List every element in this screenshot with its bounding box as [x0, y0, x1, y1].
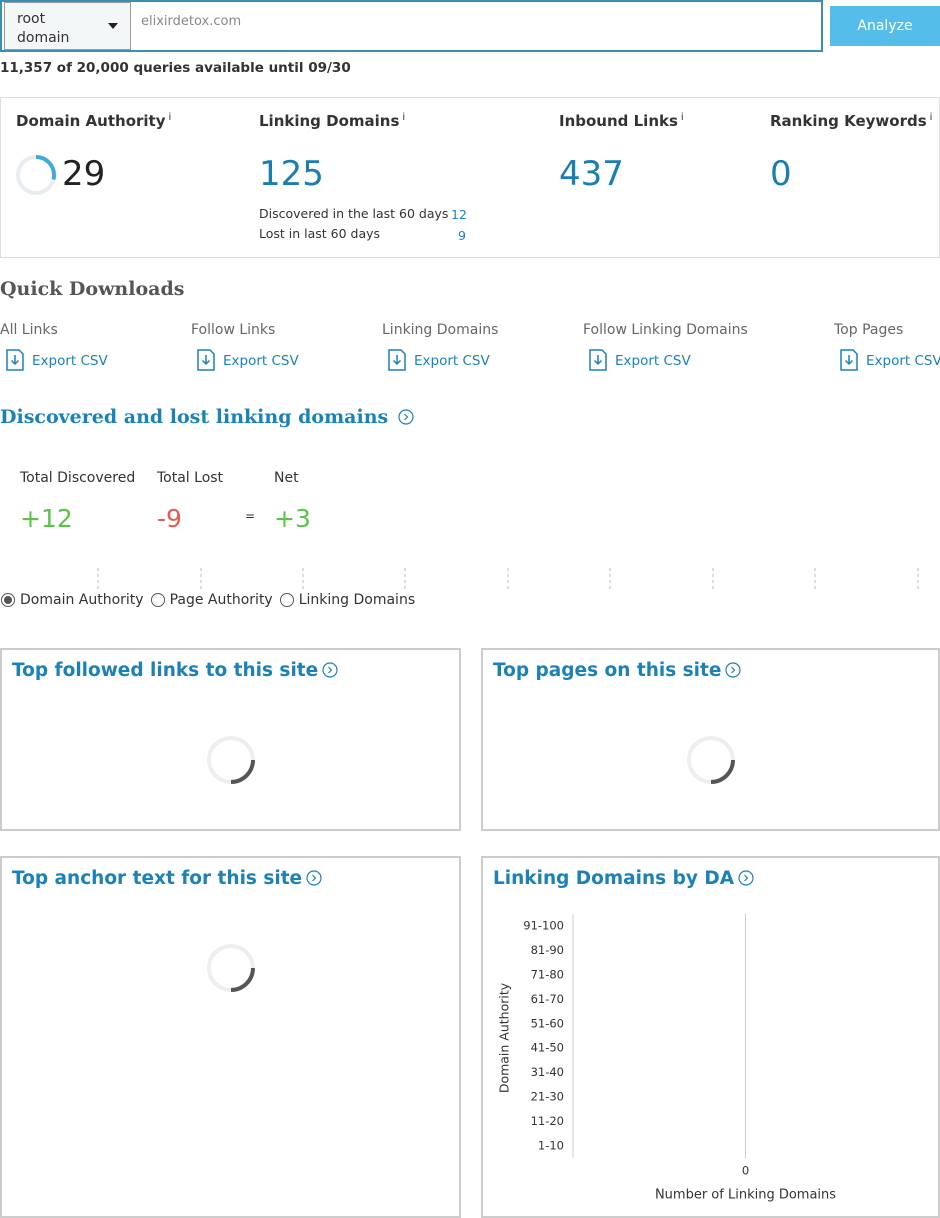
download-icon — [840, 349, 858, 371]
timeline-axis — [97, 568, 919, 590]
info-icon[interactable]: i — [402, 112, 406, 123]
label-text: Linking Domains — [259, 112, 400, 130]
title-text: Linking Domains by DA — [493, 868, 735, 889]
metric-value: 437 — [559, 154, 624, 194]
radio-label: Domain Authority — [20, 592, 144, 608]
radio-button — [1, 593, 15, 607]
title-text: Top followed links to this site — [12, 660, 319, 681]
metric-value: 0 — [770, 154, 792, 194]
stat-value: +3 — [274, 504, 311, 533]
chevron-icon — [322, 662, 338, 678]
stat-value: +12 — [20, 504, 73, 533]
panel — [481, 648, 940, 831]
loading-spinner — [206, 736, 255, 784]
y-tick-label: 81-90 — [531, 943, 564, 957]
radio-label: Page Authority — [169, 592, 273, 608]
title-text: Top anchor text for this site — [12, 868, 303, 889]
radio-label: Linking Domains — [298, 592, 416, 608]
title-text: Top pages on this site — [493, 660, 722, 681]
chevron-icon — [398, 409, 414, 425]
download-label: All Links — [0, 322, 58, 338]
download-icon — [388, 349, 406, 371]
y-tick-label: 21-30 — [531, 1090, 564, 1104]
da-ring — [16, 155, 56, 195]
info-icon[interactable]: i — [680, 112, 684, 123]
export-link[interactable]: Export CSV — [414, 353, 490, 369]
y-tick-label: 1-10 — [538, 1138, 564, 1152]
y-tick-label: 91-100 — [523, 919, 564, 933]
sub-label: Lost in last 60 days — [259, 226, 381, 241]
section-title[interactable]: Discovered and lost linking domains — [0, 406, 414, 428]
panel-title[interactable]: Top pages on this site — [493, 660, 742, 681]
radio-option[interactable]: Domain Authority — [0, 592, 144, 608]
search-bar — [0, 0, 823, 52]
y-tick-label: 71-80 — [531, 968, 564, 982]
chevron-icon — [738, 870, 754, 886]
y-tick-label: 41-50 — [531, 1041, 564, 1055]
chevron-icon — [725, 662, 742, 678]
info-icon[interactable]: i — [929, 112, 933, 123]
scope-text: root domain — [17, 11, 70, 46]
equals-sign: = — [245, 509, 256, 523]
metric-label: Linking Domains i — [259, 112, 405, 130]
download-label: Top Pages — [834, 322, 904, 338]
loading-spinner — [206, 944, 255, 992]
da-chart: 0 91-100 81-90 71-80 61-70 51-60 41-50 31-40 21-… — [497, 914, 836, 1203]
chevron-icon — [306, 870, 322, 886]
y-tick-label: 31-40 — [531, 1065, 564, 1079]
radio-option[interactable]: Page Authority — [150, 592, 273, 608]
metric-value: 125 — [259, 154, 324, 194]
metric-value: 29 — [62, 154, 106, 194]
export-link[interactable]: Export CSV — [615, 353, 691, 369]
metric-label: Ranking Keywords i — [770, 112, 932, 130]
radio-button — [150, 593, 165, 607]
label-text: Domain Authority — [16, 112, 166, 130]
sub-label: Discovered in the last 60 days — [259, 206, 449, 221]
download-label: Linking Domains — [382, 322, 499, 338]
analyze-button[interactable]: Analyze — [830, 6, 940, 46]
metric-label: Inbound Links i — [559, 112, 684, 130]
export-link[interactable]: Export CSV — [866, 353, 940, 369]
panel-title[interactable]: Linking Domains by DA — [493, 868, 754, 889]
loading-spinner — [686, 736, 735, 784]
y-axis-label: Domain Authority — [497, 982, 512, 1093]
title-text: Discovered and lost linking domains — [0, 406, 389, 428]
x-axis-label: Number of Linking Domains — [655, 1188, 836, 1203]
info-icon[interactable]: i — [168, 112, 172, 123]
y-tick-label: 61-70 — [531, 992, 564, 1006]
label-text: Inbound Links — [559, 112, 678, 130]
download-icon — [197, 349, 215, 371]
sub-value[interactable]: 9 — [458, 228, 466, 243]
export-link[interactable]: Export CSV — [223, 353, 299, 369]
download-icon — [589, 349, 607, 371]
download-icon — [6, 349, 24, 371]
search-input[interactable]: elixirdetox.com — [141, 14, 242, 29]
x-tick-label: 0 — [742, 1164, 749, 1178]
panel — [0, 856, 461, 1218]
stat-value: -9 — [157, 504, 182, 533]
sub-value[interactable]: 12 — [451, 207, 467, 222]
da-arc — [16, 155, 56, 195]
y-tick-label: 11-20 — [531, 1114, 564, 1128]
download-label: Follow Links — [191, 322, 276, 338]
stat-label: Total Lost — [157, 470, 224, 486]
scope-select[interactable]: root domain — [4, 2, 131, 50]
dropdown-arrow — [108, 23, 118, 29]
label-text: Ranking Keywords — [770, 112, 927, 130]
panel-title[interactable]: Top followed links to this site — [12, 660, 338, 681]
panel-title[interactable]: Top anchor text for this site — [12, 868, 322, 889]
download-label: Follow Linking Domains — [583, 322, 748, 338]
stat-label: Net — [274, 470, 299, 486]
quota-text: 11,357 of 20,000 queries available until… — [0, 60, 351, 76]
stat-label: Total Discovered — [20, 470, 136, 486]
radio-button — [279, 593, 294, 607]
export-link[interactable]: Export CSV — [32, 353, 108, 369]
radio-option[interactable]: Linking Domains — [279, 592, 415, 608]
y-tick-label: 51-60 — [531, 1016, 564, 1030]
metric-label: Domain Authority i — [16, 112, 171, 130]
panel — [481, 856, 940, 1218]
section-title: Quick Downloads — [0, 278, 185, 300]
panel — [0, 648, 461, 831]
